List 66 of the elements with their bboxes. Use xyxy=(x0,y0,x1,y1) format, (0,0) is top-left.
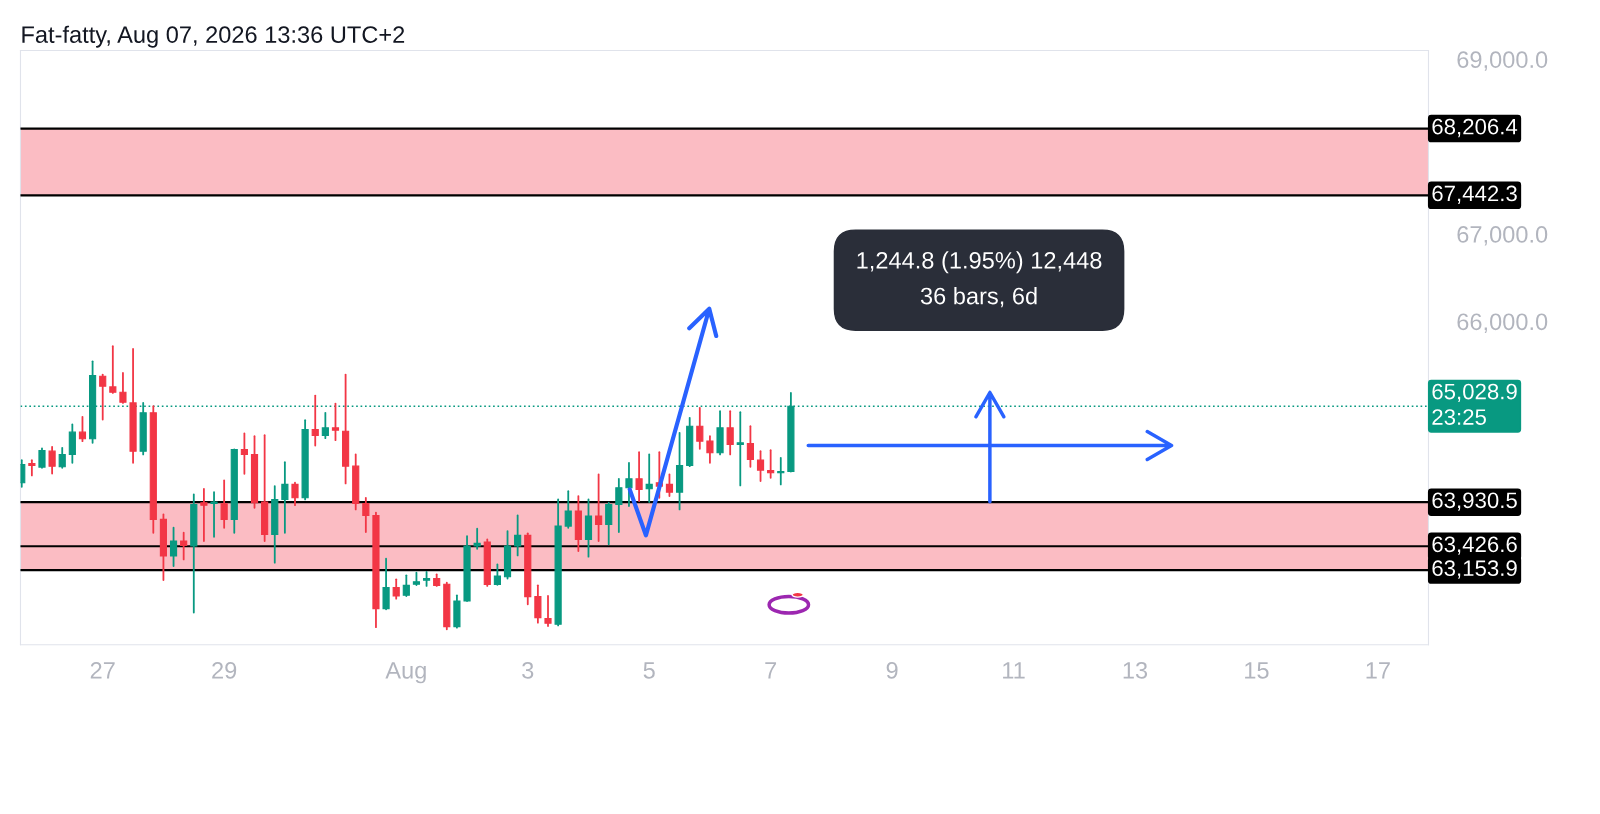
x-tick-label: 13 xyxy=(1123,661,1148,679)
x-tick-label: 7 xyxy=(765,662,777,679)
candlestick xyxy=(291,481,299,507)
y-tick-label: 69,000.0 xyxy=(1457,51,1548,71)
candlestick xyxy=(200,487,208,542)
candlestick xyxy=(544,595,552,627)
y-tick-label: 66,000.0 xyxy=(1457,313,1548,333)
candlestick xyxy=(311,394,319,447)
x-tick-label: 29 xyxy=(212,661,237,679)
candlestick xyxy=(28,459,36,477)
ref-line-label: 65,028.9 23:25 xyxy=(1432,383,1517,425)
candlestick xyxy=(58,446,66,469)
x-tick-label: 17 xyxy=(1366,662,1390,679)
candlestick xyxy=(473,527,481,550)
candlestick xyxy=(220,479,228,529)
ref-line-label: 68,206.4 xyxy=(1432,118,1518,138)
candlestick xyxy=(615,477,623,533)
candlestick xyxy=(665,473,674,497)
candlestick xyxy=(756,450,765,483)
candlestick xyxy=(726,410,734,456)
ref-line-label: 67,442.3 xyxy=(1432,185,1517,204)
candlestick xyxy=(331,402,340,442)
candlestick xyxy=(514,514,522,557)
x-tick-label: 15 xyxy=(1245,662,1269,679)
candlestick xyxy=(625,461,633,507)
candlestick xyxy=(392,578,400,600)
candlestick xyxy=(706,435,714,464)
candlestick xyxy=(382,557,390,611)
candlestick xyxy=(696,406,704,450)
x-tick-label: 27 xyxy=(90,661,115,679)
candlestick xyxy=(68,423,76,464)
ref-line-label: 63,930.5 xyxy=(1432,492,1517,511)
candlestick xyxy=(321,411,329,440)
candlestick xyxy=(605,501,613,546)
candlestick xyxy=(210,491,218,538)
candlestick xyxy=(169,526,178,567)
candlestick xyxy=(99,373,107,421)
candlestick xyxy=(362,496,370,533)
candlestick xyxy=(240,432,248,475)
candlestick xyxy=(584,498,593,558)
x-tick-label: 11 xyxy=(1003,662,1025,679)
candlestick xyxy=(493,563,501,586)
candlestick xyxy=(564,490,572,529)
candlestick xyxy=(746,425,755,468)
ref-line-label: 63,153.9 xyxy=(1432,560,1517,579)
x-tick-label: 5 xyxy=(643,662,655,679)
y-tick-label: 67,000.0 xyxy=(1457,226,1548,246)
candlestick xyxy=(48,445,56,475)
candlestick xyxy=(38,447,46,469)
ref-line-label: 63,426.6 xyxy=(1432,536,1517,555)
candlestick xyxy=(119,372,127,404)
candlestick xyxy=(736,411,744,487)
candlestick xyxy=(645,453,653,503)
candlestick xyxy=(109,345,117,394)
candlestick xyxy=(281,461,289,534)
candlestick xyxy=(534,584,542,624)
candlestick xyxy=(402,574,410,597)
x-tick-label: Aug xyxy=(385,662,426,684)
annotation: 1,244.8 (1.95%) 12,448 36 bars, 6d xyxy=(857,251,1102,308)
candlestick xyxy=(635,451,643,503)
candlestick xyxy=(78,415,87,443)
chart-title: Fat-fatty, Aug 07, 2026 13:36 UTC+2 xyxy=(22,25,405,48)
x-tick-label: 9 xyxy=(886,661,898,679)
candlestick xyxy=(595,473,603,542)
x-tick-label: 3 xyxy=(522,661,534,679)
candlestick xyxy=(180,531,188,561)
